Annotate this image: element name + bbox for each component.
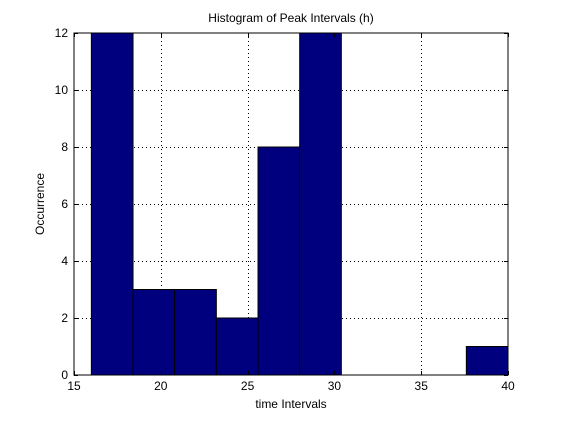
y-tick-label: 6 xyxy=(61,197,68,211)
y-tick-label: 0 xyxy=(61,368,68,382)
y-tick-label: 10 xyxy=(55,83,69,97)
histogram-bar xyxy=(257,146,301,376)
x-tick-label: 40 xyxy=(501,379,515,393)
x-tick-label: 30 xyxy=(328,379,342,393)
histogram-bar xyxy=(215,317,259,376)
x-tick-label: 35 xyxy=(415,379,429,393)
y-tick-label: 12 xyxy=(55,26,69,40)
y-tick-label: 2 xyxy=(61,311,68,325)
x-tick-label: 20 xyxy=(154,379,168,393)
histogram-bar xyxy=(174,289,217,376)
y-tick-label: 8 xyxy=(61,140,68,154)
histogram-bar xyxy=(132,289,176,376)
chart-title: Histogram of Peak Intervals (h) xyxy=(208,11,373,25)
y-tick-label: 4 xyxy=(61,254,68,268)
histogram-bar xyxy=(90,32,134,376)
histogram-bar xyxy=(465,346,509,376)
y-axis-label: Occurrence xyxy=(33,173,47,235)
histogram-bars xyxy=(90,32,509,376)
histogram-bar xyxy=(299,32,342,376)
x-tick-label: 15 xyxy=(67,379,81,393)
x-axis-label: time Intervals xyxy=(255,397,326,411)
axis-ticks: 15 20 25 30 35 40 0 2 4 6 8 10 12 xyxy=(55,26,515,393)
x-tick-label: 25 xyxy=(241,379,255,393)
